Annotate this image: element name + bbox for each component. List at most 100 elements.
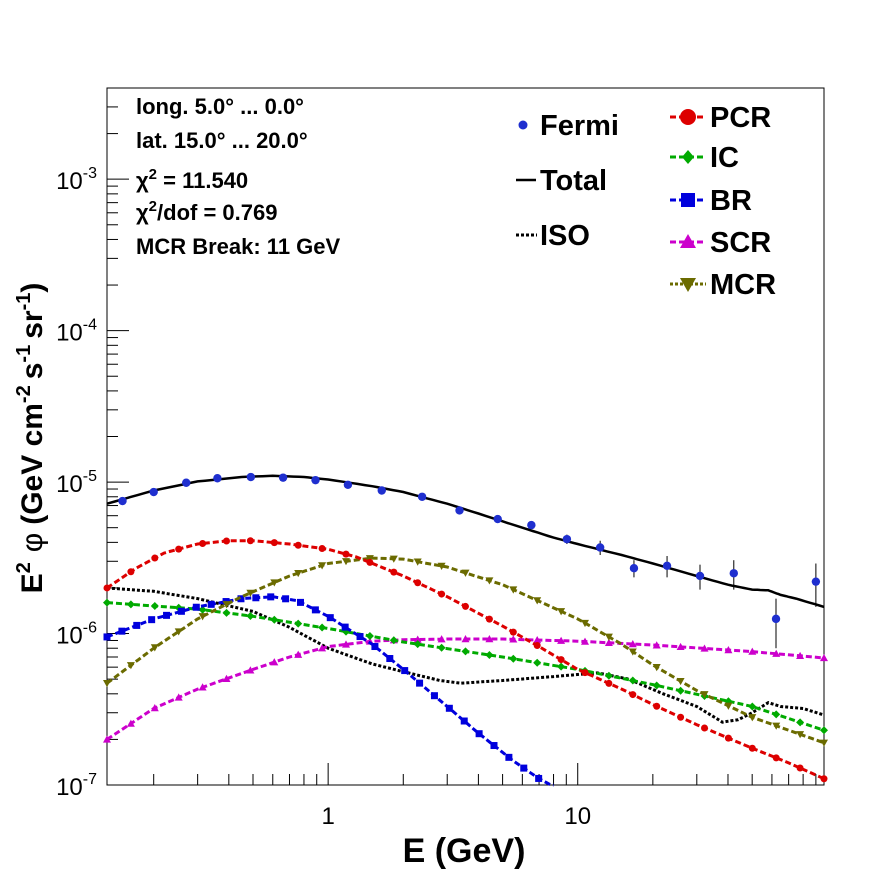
series-scr-marker <box>437 635 446 643</box>
series-pcr-marker <box>414 579 422 587</box>
fermi-point <box>493 514 502 524</box>
series-mcr-marker <box>604 633 613 641</box>
series-pcr-line <box>106 539 825 781</box>
info-longitude: long. 5.0° ... 0.0° <box>136 94 304 119</box>
fermi-point <box>695 571 705 581</box>
series-ic-marker <box>389 636 398 645</box>
fermi-point <box>811 577 821 586</box>
series-pcr-marker <box>748 744 756 752</box>
series-br-marker <box>445 704 453 712</box>
fermi-point <box>377 486 386 495</box>
series-ic-marker <box>222 608 231 617</box>
series-scr-marker <box>485 635 494 643</box>
legend-br-marker <box>681 193 695 207</box>
series-scr-marker <box>294 650 303 658</box>
y-tick-base: 10 <box>56 168 83 195</box>
series-total <box>106 474 825 609</box>
series-pcr-marker <box>342 550 350 558</box>
y-tick-base: 10 <box>56 320 83 347</box>
series-scr-marker <box>246 666 255 674</box>
legend-br-label: BR <box>710 185 752 217</box>
fermi-point <box>662 561 672 571</box>
series-br <box>103 593 554 787</box>
info-latitude: lat. 15.0° ... 20.0° <box>136 128 308 153</box>
series-scr-marker <box>772 649 781 657</box>
series-mcr-marker <box>581 619 589 628</box>
legend-right: PCR IC BR SCR MCR <box>670 102 776 301</box>
series-scr-marker <box>557 636 566 644</box>
fermi-point <box>213 474 222 483</box>
series-pcr-marker <box>820 775 828 783</box>
series-mcr-marker <box>820 739 828 747</box>
fermi-points <box>118 472 821 649</box>
x-axis-title: E (GeV) <box>403 832 526 870</box>
series-br-marker <box>282 595 290 603</box>
info-block: long. 5.0° ... 0.0° lat. 15.0° ... 20.0°… <box>136 94 341 259</box>
series-pcr-marker <box>438 590 446 598</box>
y-tick-exp: -6 <box>83 620 97 637</box>
series-mcr-marker <box>700 691 709 699</box>
series-pcr-marker <box>175 545 183 553</box>
series-mcr-marker <box>461 569 470 577</box>
y-tick-exp: -5 <box>83 468 97 485</box>
series-ic-marker <box>294 619 303 628</box>
series-pcr-marker <box>677 713 685 721</box>
series-br-marker <box>177 607 185 615</box>
series-ic <box>103 598 828 735</box>
fermi-point <box>629 564 639 573</box>
series-ic-marker <box>103 598 111 607</box>
series-scr-marker <box>126 719 135 727</box>
series-br-marker <box>371 643 379 651</box>
series-scr-marker <box>533 636 542 644</box>
series-br-marker <box>490 742 498 750</box>
series-mcr-marker <box>772 722 781 730</box>
series-br-marker <box>296 598 304 606</box>
series-pcr-marker <box>294 541 302 549</box>
series-br-marker <box>401 667 409 675</box>
series-scr-marker <box>748 647 757 655</box>
series-br-marker <box>535 774 543 782</box>
series-br-marker <box>326 614 334 622</box>
chi2dof-sup: 2 <box>149 198 157 215</box>
series-mcr-marker <box>389 555 398 563</box>
fermi-point <box>562 534 572 544</box>
series-scr-marker <box>318 644 327 652</box>
series-scr-marker <box>174 693 183 701</box>
legend-scr-marker <box>680 234 696 248</box>
series-pcr-marker <box>103 584 111 592</box>
series-mcr-marker <box>126 662 135 670</box>
series-mcr-marker <box>174 628 183 636</box>
y-title-sup1: 2 <box>13 562 35 573</box>
series-ic-marker <box>150 602 159 611</box>
series-br-line <box>106 595 554 787</box>
y-tick-base: 10 <box>56 471 83 498</box>
series-mcr-marker <box>796 731 805 739</box>
series-ic-marker <box>772 710 781 719</box>
series-pcr-marker <box>199 540 207 548</box>
y-tick-exp: -4 <box>83 317 97 334</box>
series-scr-marker <box>103 735 111 743</box>
series-pcr-marker <box>724 734 732 742</box>
fermi-point <box>149 487 158 497</box>
series-mcr-marker <box>676 677 685 686</box>
fermi-point <box>729 569 738 578</box>
x-tick-label: 10 <box>564 803 591 830</box>
series-scr-marker <box>198 683 207 691</box>
series-ic-marker <box>557 662 566 671</box>
series-br-marker <box>430 692 438 700</box>
series-pcr-marker <box>772 754 780 762</box>
series-mcr-marker <box>533 597 542 605</box>
series-pcr-marker <box>270 539 278 547</box>
y-tick-label: 10-4 <box>56 317 97 347</box>
fermi-point <box>527 520 536 530</box>
series-mcr-marker <box>318 562 327 570</box>
series-ic-marker <box>604 671 613 680</box>
series-scr-marker <box>270 658 279 666</box>
legend-ic-label: IC <box>710 142 739 174</box>
series-layer <box>103 474 828 787</box>
series-pcr-marker <box>629 691 637 699</box>
series-ic-marker <box>365 631 374 640</box>
series-mcr-line <box>106 556 825 745</box>
series-br-marker <box>356 633 364 641</box>
series-br-marker <box>133 621 141 629</box>
